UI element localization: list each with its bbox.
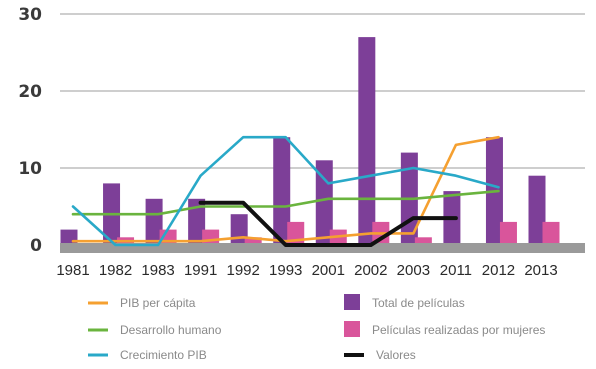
y-tick-label: 30 [18, 5, 42, 25]
x-tick-label: 2013 [524, 262, 557, 279]
bar-total-de-peliculas [145, 198, 163, 245]
legend-swatch-total-de-peliculas [344, 294, 360, 310]
legend-swatch-peliculas-realizadas-por-mujeres [344, 321, 360, 337]
bar-total-de-peliculas [60, 229, 78, 245]
line-valores [198, 200, 458, 247]
x-tick-label: 1981 [56, 262, 89, 279]
x-tick-label: 1991 [184, 262, 217, 279]
y-tick-label: 0 [30, 236, 42, 256]
line-pib-per-capita [71, 135, 500, 243]
bar-total-de-peliculas [315, 160, 333, 245]
legend: PIB per cápita Total de películas Desarrol… [88, 294, 545, 362]
bar-peliculas-realizadas-por-mujeres [542, 221, 560, 245]
y-tick-label: 10 [18, 159, 42, 179]
series-lines [71, 135, 500, 247]
legend-label-total-de-peliculas: Total de películas [372, 296, 465, 310]
x-tick-label: 1982 [99, 262, 132, 279]
x-tick-label: 2002 [354, 262, 387, 279]
line-desarrollo-humano [71, 189, 500, 216]
x-tick-label: 2011 [440, 262, 472, 279]
line-crecimiento-pib [71, 135, 500, 247]
x-tick-label: 1993 [269, 262, 302, 279]
bar-peliculas-realizadas-por-mujeres [499, 221, 517, 245]
x-tick-label: 2001 [312, 262, 345, 279]
bar-total-de-peliculas [358, 37, 376, 245]
bar-total-de-peliculas [188, 198, 206, 245]
baseline [60, 243, 585, 253]
x-axis: 1981 1982 1983 1991 1992 1993 2001 2002 2003 2011… [56, 262, 557, 279]
legend-label-pib-per-capita: PIB per cápita [120, 296, 196, 310]
legend-label-valores: Valores [376, 348, 416, 362]
bar-total-de-peliculas [273, 137, 291, 245]
x-tick-label: 1992 [226, 262, 259, 279]
bar-peliculas-realizadas-por-mujeres [244, 237, 262, 245]
y-axis: 30 20 10 0 [18, 5, 42, 256]
legend-label-crecimiento-pib: Crecimiento PIB [120, 348, 207, 362]
zero-baseline [60, 243, 585, 253]
x-tick-label: 1983 [141, 262, 174, 279]
bar-peliculas-realizadas-por-mujeres [202, 229, 220, 245]
x-tick-label: 2012 [482, 262, 515, 279]
legend-label-desarrollo-humano: Desarrollo humano [120, 323, 222, 337]
legend-label-peliculas-realizadas-por-mujeres: Películas realizadas por mujeres [372, 323, 545, 337]
gridlines [60, 13, 585, 169]
bar-peliculas-realizadas-por-mujeres [414, 237, 432, 245]
y-tick-label: 20 [18, 82, 42, 102]
x-tick-label: 2003 [397, 262, 430, 279]
bar-total-de-peliculas [528, 175, 546, 245]
